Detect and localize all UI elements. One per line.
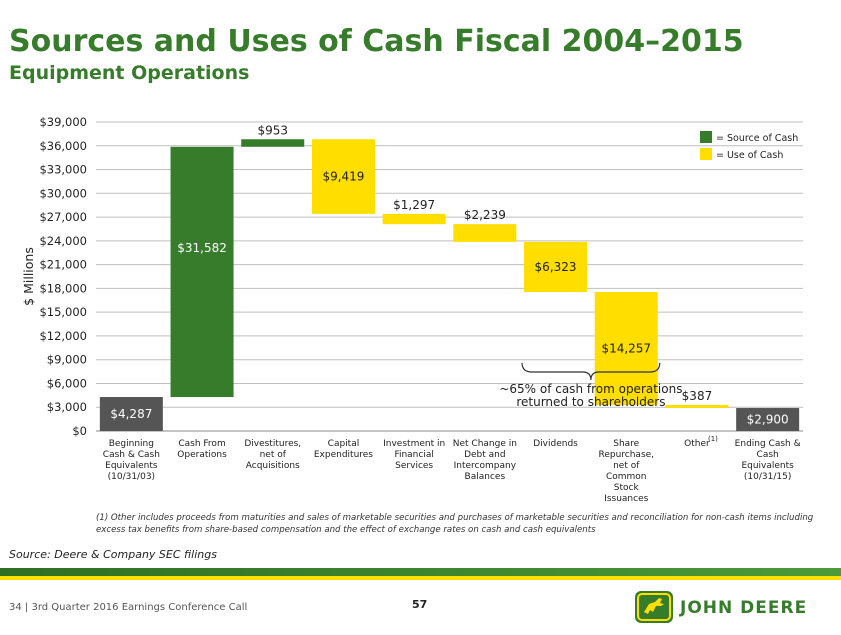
x-tick-label: (10/31/15)	[744, 472, 791, 482]
annotation-text: returned to shareholders	[516, 395, 665, 409]
x-tick-label: Cash From	[178, 439, 225, 449]
y-tick-label: $27,000	[39, 210, 87, 224]
bar-5	[382, 213, 446, 225]
x-tick-label: Investment in	[383, 439, 445, 449]
x-tick-label: Services	[395, 461, 433, 471]
x-tick-label: Expenditures	[314, 450, 373, 460]
footer-green-band	[0, 568, 841, 576]
bar-10	[736, 408, 800, 431]
x-tick-label: Net Change in	[453, 439, 517, 449]
x-tick-label: Equivalents	[741, 461, 794, 471]
y-axis-title: $ Millions	[21, 247, 36, 306]
footer-yellow-band	[0, 576, 841, 580]
waterfall-chart: $0 $3,000 $6,000 $9,000 $12,000 $15,000 $18,00…	[21, 115, 803, 504]
bar-6	[453, 224, 517, 242]
data-label: $4,287	[110, 407, 152, 421]
y-tick-label: $21,000	[39, 258, 87, 272]
y-tick-label: $15,000	[39, 305, 87, 319]
data-label: $2,239	[464, 208, 506, 222]
y-tick-label: $12,000	[39, 329, 87, 343]
data-label: $387	[682, 389, 713, 403]
y-tick-label: $36,000	[39, 139, 87, 153]
x-tick-label: Capital	[328, 439, 360, 449]
data-label: $2,900	[747, 413, 789, 427]
annotation-brace	[521, 362, 661, 381]
x-tick-label: Equivalents	[105, 461, 158, 471]
annotation-text: ~65% of cash from operations	[499, 382, 682, 396]
data-label: $1,297	[393, 198, 435, 212]
page-title: Sources and Uses of Cash Fiscal 2004–201…	[9, 24, 744, 59]
bar-8	[594, 291, 658, 405]
john-deere-wordmark: JOHN DEERE	[680, 598, 808, 618]
legend-label-use: = Use of Cash	[716, 150, 783, 161]
y-tick-label: $30,000	[39, 186, 87, 200]
legend-label-source: = Source of Cash	[716, 133, 798, 144]
bar-1	[99, 397, 163, 431]
x-tick-label: Divestitures,	[244, 439, 301, 449]
bar-7	[524, 241, 588, 292]
john-deere-logo-icon	[635, 591, 673, 623]
bar-3	[241, 139, 305, 147]
data-label: $9,419	[322, 170, 364, 184]
x-tick-label: Repurchase,	[598, 450, 654, 460]
footer-call-label: 34 | 3rd Quarter 2016 Earnings Conferenc…	[9, 602, 248, 613]
y-tick-label: $6,000	[47, 376, 87, 390]
x-tick-superscript: (1)	[708, 435, 718, 443]
x-tick-label: Intercompany	[454, 461, 517, 471]
y-tick-label: $3,000	[47, 400, 87, 414]
y-tick-label: $18,000	[39, 281, 87, 295]
x-tick-label: Operations	[177, 450, 227, 460]
data-label: $6,323	[535, 260, 577, 274]
footnote: (1) Other includes proceeds from maturit…	[96, 513, 814, 535]
legend-swatch-source	[700, 131, 712, 143]
x-tick-label: Financial	[394, 450, 433, 460]
x-tick-label: Beginning	[109, 439, 154, 449]
x-tick-label: net of	[613, 461, 640, 471]
source-note: Source: Deere & Company SEC filings	[9, 548, 217, 561]
data-label: $953	[257, 123, 288, 137]
x-tick-label: Other	[684, 439, 710, 449]
x-tick-label: Cash	[757, 450, 779, 460]
bar-9	[665, 404, 729, 409]
x-tick-label: Debt and	[464, 450, 506, 460]
x-tick-label: Stock	[614, 483, 640, 493]
x-tick-label: (10/31/03)	[108, 472, 155, 482]
x-tick-label: Dividends	[533, 439, 578, 449]
x-tick-label: net of	[260, 450, 287, 460]
y-tick-label: $39,000	[39, 115, 87, 129]
x-tick-label: Acquisitions	[246, 461, 300, 471]
y-tick-label: $0	[72, 424, 87, 438]
bar-4	[311, 139, 375, 214]
page-number: 57	[412, 598, 428, 611]
page-subtitle: Equipment Operations	[9, 62, 250, 84]
legend-swatch-use	[700, 148, 712, 160]
x-tick-label: Common	[606, 472, 647, 482]
bar-2	[170, 146, 234, 398]
y-tick-label: $33,000	[39, 163, 87, 177]
y-tick-label: $9,000	[47, 353, 87, 367]
data-label: $31,582	[177, 241, 227, 255]
x-tick-label: Share	[613, 439, 639, 449]
x-tick-label: Ending Cash &	[735, 439, 801, 449]
x-tick-label: Balances	[465, 472, 506, 482]
data-label: $14,257	[601, 341, 651, 355]
x-tick-label: Issuances	[604, 494, 648, 504]
y-tick-label: $24,000	[39, 234, 87, 248]
x-tick-label: Cash & Cash	[103, 450, 160, 460]
